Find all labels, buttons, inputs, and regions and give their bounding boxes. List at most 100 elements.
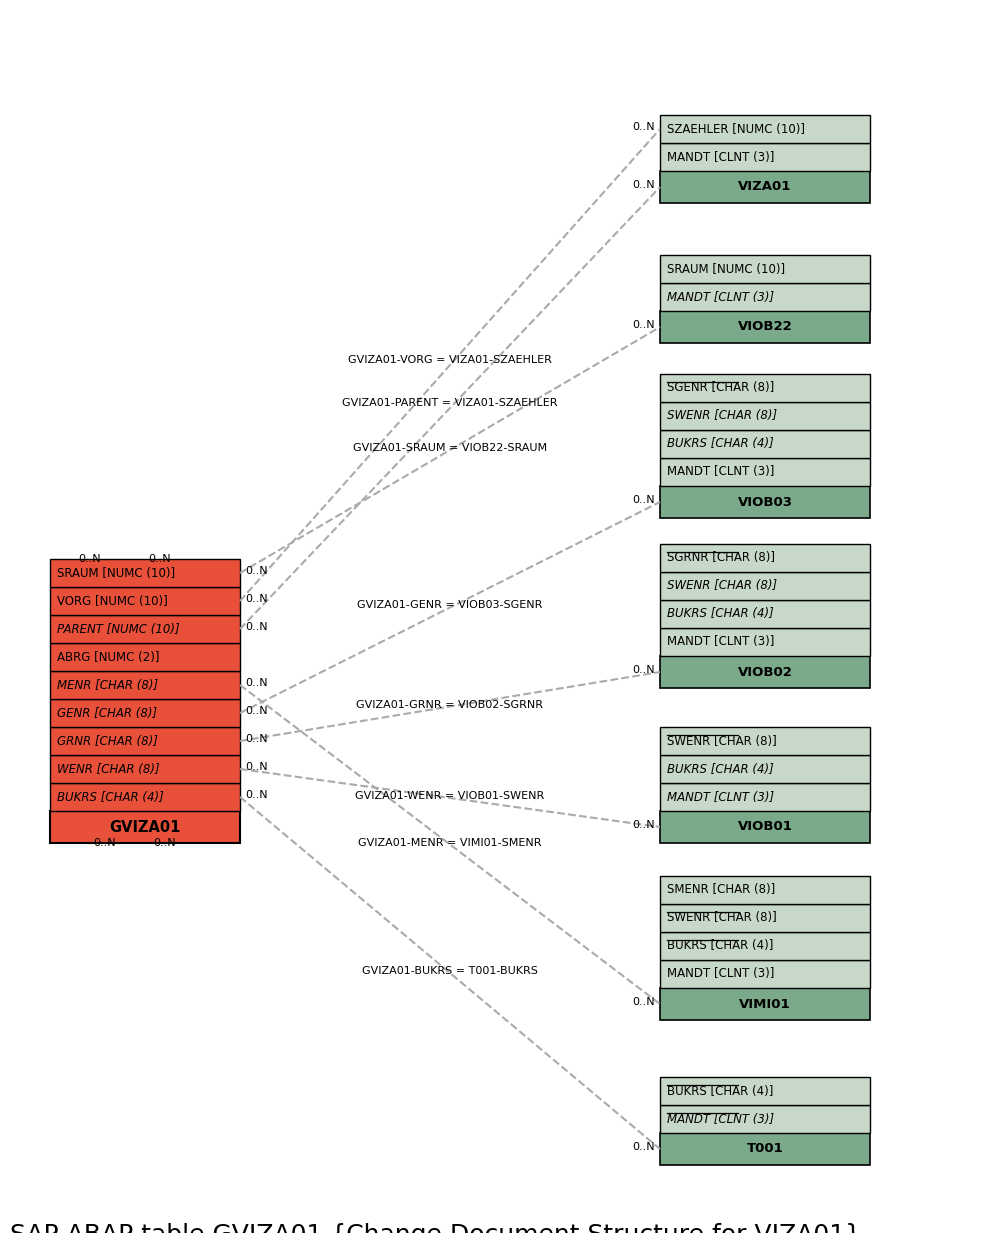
Text: VIOB01: VIOB01: [738, 820, 793, 834]
Text: 0..N: 0..N: [245, 621, 268, 633]
Bar: [50, 699, 240, 727]
Text: GVIZA01-WENR = VIOB01-SWENR: GVIZA01-WENR = VIOB01-SWENR: [355, 792, 545, 801]
Bar: [660, 628, 870, 656]
Text: VIOB02: VIOB02: [738, 666, 793, 678]
Text: GVIZA01-VORG = VIZA01-SZAEHLER: GVIZA01-VORG = VIZA01-SZAEHLER: [348, 355, 552, 365]
Text: 0..N: 0..N: [154, 838, 177, 848]
Text: BUKRS [CHAR (4)]: BUKRS [CHAR (4)]: [667, 438, 774, 450]
Text: GVIZA01-GENR = VIOB03-SGENR: GVIZA01-GENR = VIOB03-SGENR: [357, 600, 543, 610]
Text: SGENR [CHAR (8)]: SGENR [CHAR (8)]: [667, 381, 774, 395]
Text: VIMI01: VIMI01: [739, 997, 791, 1011]
Bar: [50, 811, 240, 843]
Bar: [660, 1076, 870, 1105]
Text: 0..N: 0..N: [149, 554, 172, 563]
Text: MANDT [CLNT (3)]: MANDT [CLNT (3)]: [667, 466, 775, 478]
Text: 0..N: 0..N: [632, 321, 655, 330]
Bar: [660, 402, 870, 430]
Bar: [660, 374, 870, 402]
Text: 0..N: 0..N: [245, 734, 268, 743]
Text: SRAUM [NUMC (10)]: SRAUM [NUMC (10)]: [57, 566, 176, 580]
Text: 0..N: 0..N: [245, 762, 268, 772]
Bar: [660, 600, 870, 628]
Bar: [660, 755, 870, 783]
Text: SWENR [CHAR (8)]: SWENR [CHAR (8)]: [667, 409, 777, 423]
Bar: [660, 811, 870, 843]
Text: BUKRS [CHAR (4)]: BUKRS [CHAR (4)]: [57, 790, 164, 804]
Bar: [660, 544, 870, 572]
Bar: [50, 727, 240, 755]
Text: GVIZA01-GRNR = VIOB02-SGRNR: GVIZA01-GRNR = VIOB02-SGRNR: [356, 699, 544, 709]
Text: BUKRS [CHAR (4)]: BUKRS [CHAR (4)]: [667, 940, 774, 953]
Text: GVIZA01: GVIZA01: [109, 820, 181, 835]
Text: ABRG [NUMC (2)]: ABRG [NUMC (2)]: [57, 651, 160, 663]
Bar: [660, 875, 870, 904]
Bar: [50, 587, 240, 615]
Text: 0..N: 0..N: [78, 554, 101, 563]
Bar: [50, 615, 240, 642]
Text: GENR [CHAR (8)]: GENR [CHAR (8)]: [57, 707, 157, 720]
Bar: [50, 559, 240, 587]
Bar: [50, 642, 240, 671]
Bar: [50, 671, 240, 699]
Text: 0..N: 0..N: [245, 707, 268, 716]
Text: 0..N: 0..N: [632, 820, 655, 830]
Text: 0..N: 0..N: [245, 594, 268, 604]
Text: BUKRS [CHAR (4)]: BUKRS [CHAR (4)]: [667, 608, 774, 620]
Text: VORG [NUMC (10)]: VORG [NUMC (10)]: [57, 594, 168, 608]
Text: T001: T001: [747, 1143, 784, 1155]
Bar: [660, 171, 870, 203]
Text: SRAUM [NUMC (10)]: SRAUM [NUMC (10)]: [667, 263, 785, 275]
Text: GRNR [CHAR (8)]: GRNR [CHAR (8)]: [57, 735, 158, 747]
Text: GVIZA01-SRAUM = VIOB22-SRAUM: GVIZA01-SRAUM = VIOB22-SRAUM: [353, 443, 547, 453]
Bar: [660, 572, 870, 600]
Text: SWENR [CHAR (8)]: SWENR [CHAR (8)]: [667, 580, 777, 593]
Text: SZAEHLER [NUMC (10)]: SZAEHLER [NUMC (10)]: [667, 122, 805, 136]
Bar: [660, 143, 870, 171]
Text: MANDT [CLNT (3)]: MANDT [CLNT (3)]: [667, 1112, 774, 1126]
Bar: [660, 255, 870, 284]
Text: SWENR [CHAR (8)]: SWENR [CHAR (8)]: [667, 735, 777, 747]
Bar: [50, 783, 240, 811]
Text: BUKRS [CHAR (4)]: BUKRS [CHAR (4)]: [667, 1085, 774, 1097]
Text: SMENR [CHAR (8)]: SMENR [CHAR (8)]: [667, 884, 776, 896]
Text: 0..N: 0..N: [632, 494, 655, 506]
Text: 0..N: 0..N: [245, 566, 268, 576]
Text: 0..N: 0..N: [632, 122, 655, 132]
Text: MANDT [CLNT (3)]: MANDT [CLNT (3)]: [667, 790, 774, 804]
Bar: [660, 311, 870, 343]
Bar: [660, 727, 870, 755]
Text: VIZA01: VIZA01: [738, 180, 792, 194]
Text: MANDT [CLNT (3)]: MANDT [CLNT (3)]: [667, 968, 775, 980]
Bar: [660, 961, 870, 988]
Bar: [660, 284, 870, 311]
Text: 0..N: 0..N: [632, 1142, 655, 1152]
Text: WENR [CHAR (8)]: WENR [CHAR (8)]: [57, 762, 160, 776]
Text: 0..N: 0..N: [632, 665, 655, 674]
Text: 0..N: 0..N: [245, 790, 268, 800]
Text: MENR [CHAR (8)]: MENR [CHAR (8)]: [57, 678, 158, 692]
Text: PARENT [NUMC (10)]: PARENT [NUMC (10)]: [57, 623, 180, 635]
Bar: [660, 988, 870, 1020]
Text: VIOB03: VIOB03: [737, 496, 793, 508]
Bar: [660, 1133, 870, 1165]
Text: 0..N: 0..N: [245, 678, 268, 688]
Text: MANDT [CLNT (3)]: MANDT [CLNT (3)]: [667, 291, 774, 303]
Text: 0..N: 0..N: [93, 838, 116, 848]
Bar: [660, 783, 870, 811]
Bar: [660, 430, 870, 457]
Text: 0..N: 0..N: [632, 180, 655, 190]
Text: VIOB22: VIOB22: [738, 321, 793, 333]
Text: SGRNR [CHAR (8)]: SGRNR [CHAR (8)]: [667, 551, 775, 565]
Text: BUKRS [CHAR (4)]: BUKRS [CHAR (4)]: [667, 762, 774, 776]
Text: 0..N: 0..N: [632, 997, 655, 1007]
Bar: [660, 457, 870, 486]
Bar: [660, 932, 870, 961]
Text: SWENR [CHAR (8)]: SWENR [CHAR (8)]: [667, 911, 777, 925]
Bar: [50, 755, 240, 783]
Bar: [660, 486, 870, 518]
Bar: [660, 1105, 870, 1133]
Bar: [660, 656, 870, 688]
Bar: [660, 904, 870, 932]
Text: GVIZA01-BUKRS = T001-BUKRS: GVIZA01-BUKRS = T001-BUKRS: [362, 965, 538, 977]
Text: MANDT [CLNT (3)]: MANDT [CLNT (3)]: [667, 635, 775, 649]
